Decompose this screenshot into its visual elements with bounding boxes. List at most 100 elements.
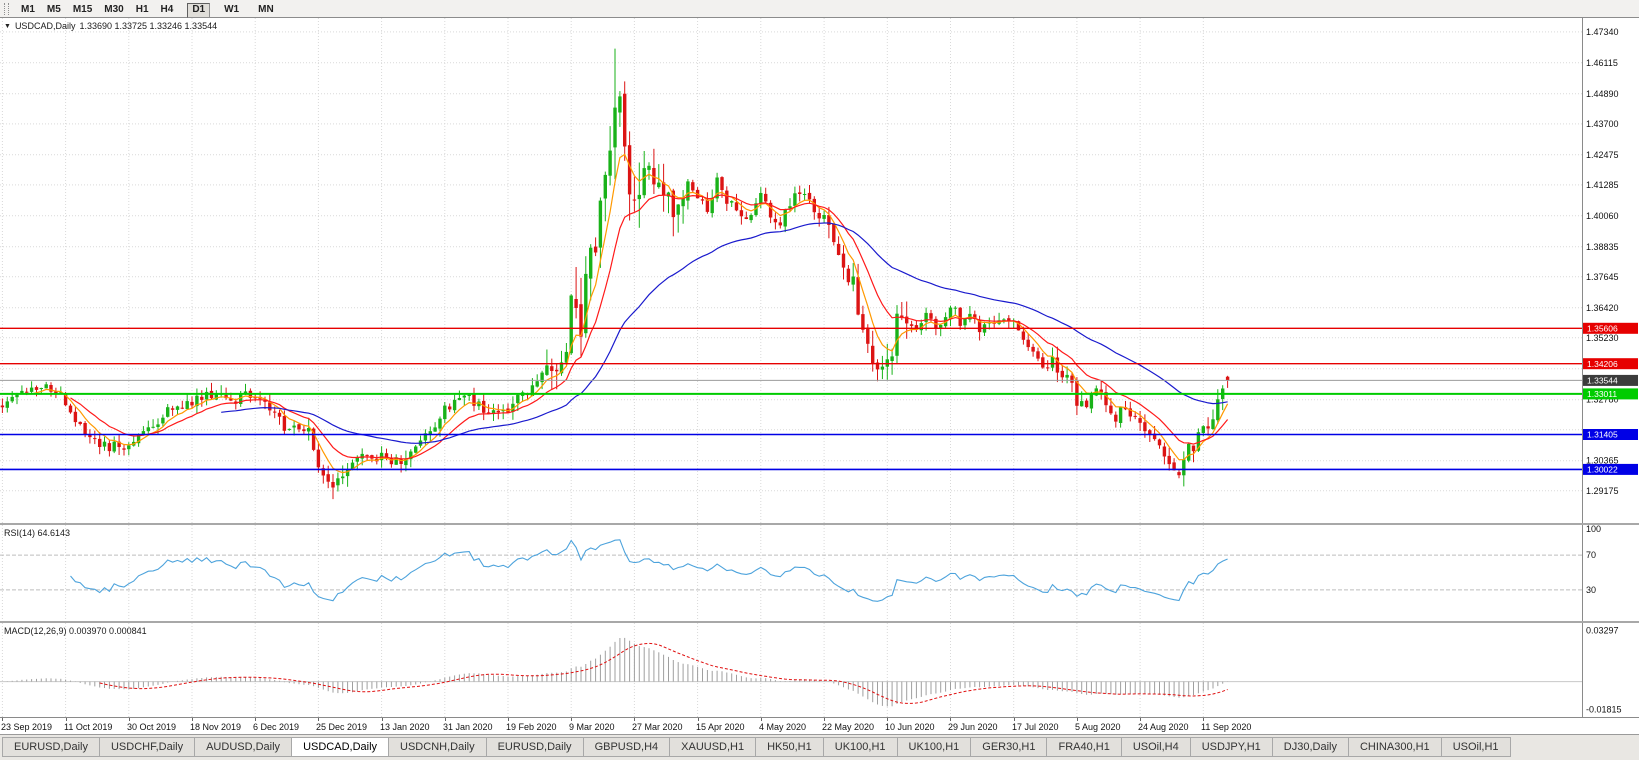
- price-tick-label: 1.47340: [1586, 27, 1619, 37]
- rsi-axis-label: 30: [1586, 585, 1596, 595]
- date-label: 27 Mar 2020: [632, 722, 683, 732]
- timeframe-button-h1[interactable]: H1: [131, 3, 154, 18]
- time-axis-tick: [824, 718, 825, 721]
- price-tick-label: 1.36420: [1586, 303, 1619, 313]
- price-tick-label: 1.38835: [1586, 242, 1619, 252]
- price-tick-label: 1.42475: [1586, 150, 1619, 160]
- rsi-grid-layer: [1, 525, 1204, 621]
- time-axis[interactable]: 23 Sep 2019 11 Oct 2019 30 Oct 2019 18 Nov …: [0, 717, 1639, 734]
- time-axis-tick: [887, 718, 888, 721]
- date-label: 31 Jan 2020: [443, 722, 493, 732]
- time-axis-tick: [571, 718, 572, 721]
- chart-tab-hk50-h1[interactable]: HK50,H1: [756, 737, 824, 757]
- toolbar-grip-handle[interactable]: [4, 2, 9, 15]
- chart-tab-usdcnh-daily[interactable]: USDCNH,Daily: [389, 737, 487, 757]
- rsi-axis-label: 70: [1586, 550, 1596, 560]
- ma-line-orange-fast: [31, 153, 1229, 474]
- macd-label-text: MACD(12,26,9) 0.003970 0.000841: [4, 626, 147, 636]
- time-axis-tick: [318, 718, 319, 721]
- timeframe-button-m5[interactable]: M5: [42, 3, 66, 18]
- time-axis-tick: [698, 718, 699, 721]
- chart-tab-uk100-h1[interactable]: UK100,H1: [897, 737, 972, 757]
- macd-axis-label: 0.03297: [1586, 625, 1619, 635]
- time-axis-tick: [950, 718, 951, 721]
- rsi-indicator-panel[interactable]: 100 70 30 RSI(14) 64.6143: [0, 525, 1639, 621]
- quote-ohlc: 1.33690 1.33725 1.33246 1.33544: [79, 21, 218, 31]
- date-label: 13 Jan 2020: [380, 722, 430, 732]
- time-axis-tick: [634, 718, 635, 721]
- macd-svg: 0.03297 -0.01815: [0, 623, 1622, 717]
- chart-tab-uk100-h1[interactable]: UK100,H1: [823, 737, 898, 757]
- macd-histogram: [6, 637, 1229, 707]
- chart-tab-dj30-daily[interactable]: DJ30,Daily: [1272, 737, 1349, 757]
- timeframe-button-w1[interactable]: W1: [219, 3, 244, 18]
- panel-splitter[interactable]: [0, 621, 1639, 623]
- time-axis-tick: [1203, 718, 1204, 721]
- date-label: 18 Nov 2019: [190, 722, 242, 732]
- timeframe-button-m15[interactable]: M15: [68, 3, 97, 18]
- date-label: 22 May 2020: [822, 722, 875, 732]
- svg-text:1.30022: 1.30022: [1587, 465, 1618, 475]
- price-chart-panel[interactable]: 1.47340 1.46115 1.44890 1.43700 1.42475 1.412…: [0, 18, 1639, 523]
- date-label: 5 Aug 2020: [1075, 722, 1121, 732]
- ma-line-red-medium: [70, 194, 1229, 460]
- date-label: 9 Mar 2020: [569, 722, 615, 732]
- rsi-axis-label: 100: [1586, 525, 1601, 534]
- macd-indicator-panel[interactable]: 0.03297 -0.01815 MACD(12,26,9) 0.003970 0…: [0, 623, 1639, 717]
- date-label: 10 Jun 2020: [885, 722, 935, 732]
- date-label: 30 Oct 2019: [127, 722, 177, 732]
- date-label: 25 Dec 2019: [316, 722, 368, 732]
- chart-tab-china300-h1[interactable]: CHINA300,H1: [1348, 737, 1442, 757]
- macd-label: MACD(12,26,9) 0.003970 0.000841: [4, 626, 147, 636]
- chart-tab-usdjpy-h1[interactable]: USDJPY,H1: [1190, 737, 1273, 757]
- price-tick-label: 1.30365: [1586, 456, 1619, 466]
- chart-tab-fra40-h1[interactable]: FRA40,H1: [1047, 737, 1122, 757]
- svg-text:1.31405: 1.31405: [1587, 430, 1618, 440]
- chart-tab-usdchf-daily[interactable]: USDCHF,Daily: [99, 737, 196, 757]
- date-label: 11 Oct 2019: [64, 722, 113, 732]
- timeframe-button-m1[interactable]: M1: [16, 3, 40, 18]
- chart-tab-gbpusd-h4[interactable]: GBPUSD,H4: [583, 737, 671, 757]
- price-tag-1.30022: 1.30022: [1583, 463, 1638, 475]
- chart-tab-usoil-h4[interactable]: USOil,H4: [1121, 737, 1191, 757]
- candles-layer: [0, 48, 1230, 500]
- chart-tab-eurusd-daily[interactable]: EURUSD,Daily: [486, 737, 584, 757]
- price-tick-label: 1.41285: [1586, 180, 1619, 190]
- time-axis-tick: [761, 718, 762, 721]
- chart-tab-audusd-daily[interactable]: AUDUSD,Daily: [195, 737, 293, 757]
- chart-tab-eurusd-daily[interactable]: EURUSD,Daily: [2, 737, 100, 757]
- symbol-dropdown-icon[interactable]: ▼: [4, 22, 11, 30]
- time-axis-tick: [1014, 718, 1015, 721]
- timeframe-button-h4[interactable]: H4: [156, 3, 179, 18]
- price-tick-label: 1.29175: [1586, 486, 1619, 496]
- time-axis-tick: [2, 718, 3, 721]
- price-chart-svg: 1.47340 1.46115 1.44890 1.43700 1.42475 1.412…: [0, 18, 1638, 523]
- date-label: 11 Sep 2020: [1201, 722, 1252, 732]
- panel-splitter[interactable]: [0, 523, 1639, 525]
- svg-text:1.33011: 1.33011: [1587, 389, 1617, 399]
- price-tag-1.34206: 1.34206: [1583, 358, 1638, 370]
- timeframe-button-m30[interactable]: M30: [99, 3, 128, 18]
- time-axis-tick: [382, 718, 383, 721]
- rsi-line: [70, 539, 1228, 602]
- price-tag-1.33544: 1.33544: [1583, 374, 1638, 386]
- chart-tab-usoil-h1[interactable]: USOil,H1: [1441, 737, 1511, 757]
- price-tag-1.33011: 1.33011: [1583, 388, 1638, 400]
- svg-text:1.35606: 1.35606: [1587, 324, 1618, 334]
- timeframe-button-mn[interactable]: MN: [253, 3, 279, 18]
- time-axis-tick: [66, 718, 67, 721]
- chart-tab-usdcad-daily[interactable]: USDCAD,Daily: [292, 737, 390, 757]
- chart-tab-ger30-h1[interactable]: GER30,H1: [971, 737, 1048, 757]
- chart-tab-xauusd-h1[interactable]: XAUUSD,H1: [670, 737, 757, 757]
- price-axis[interactable]: 1.47340 1.46115 1.44890 1.43700 1.42475 1.412…: [1582, 18, 1619, 523]
- time-axis-tick: [1077, 718, 1078, 721]
- rsi-label: RSI(14) 64.6143: [4, 528, 70, 538]
- date-label: 15 Apr 2020: [696, 722, 745, 732]
- date-label: 19 Feb 2020: [506, 722, 557, 732]
- macd-grid-layer: [1, 623, 1204, 717]
- chart-quote-label: ▼ USDCAD,Daily 1.33690 1.33725 1.33246 1…: [4, 21, 217, 31]
- timeframe-button-d1[interactable]: D1: [187, 2, 211, 18]
- date-label: 23 Sep 2019: [1, 722, 53, 732]
- price-tick-label: 1.32780: [1586, 395, 1619, 405]
